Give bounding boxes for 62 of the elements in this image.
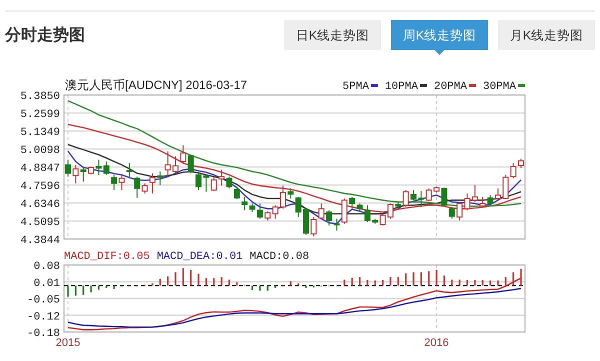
y-tick-label: 5.3850 bbox=[20, 91, 60, 103]
candlestick bbox=[210, 176, 217, 192]
y-tick-label: 4.5095 bbox=[20, 216, 60, 229]
y-tick-label: 0.01 bbox=[34, 278, 60, 290]
y-tick-label: 5.1349 bbox=[20, 126, 60, 139]
y-tick-label: 4.8847 bbox=[20, 163, 60, 175]
candlestick bbox=[326, 210, 332, 226]
candlestick bbox=[310, 216, 317, 237]
x-tick-label: 2015 bbox=[56, 337, 80, 349]
y-tick-label: 0.08 bbox=[34, 261, 60, 273]
y-tick-label: 4.7596 bbox=[20, 181, 60, 194]
y-tick-label: -0.12 bbox=[26, 311, 60, 324]
y-tick-label: -0.18 bbox=[26, 328, 60, 340]
candlestick bbox=[142, 182, 148, 194]
candlestick bbox=[448, 206, 455, 220]
candlestick bbox=[242, 196, 248, 211]
candlestick bbox=[349, 196, 356, 210]
candlestick bbox=[103, 160, 110, 176]
candlestick bbox=[149, 172, 156, 194]
candlestick bbox=[256, 203, 263, 220]
legend: MACD_DIF:0.05 MACD_DEA:0.01 MACD:0.08 bbox=[64, 251, 310, 263]
chart-title: 澳元人民币[AUDCNY] 2016-03-17 bbox=[65, 78, 248, 92]
candlestick bbox=[264, 210, 271, 221]
legend-label: 20PMA bbox=[434, 81, 468, 93]
candlestick bbox=[134, 176, 140, 198]
line-series bbox=[67, 150, 522, 224]
candlestick bbox=[111, 174, 118, 191]
legend-label: 10PMA bbox=[384, 81, 418, 93]
line-series bbox=[67, 277, 522, 330]
candlestick bbox=[510, 162, 516, 179]
candlestick bbox=[518, 158, 524, 169]
y-tick-label: 5.0098 bbox=[20, 144, 60, 157]
candlestick bbox=[402, 190, 409, 208]
candlestick bbox=[96, 159, 102, 176]
candlestick bbox=[334, 218, 340, 232]
candlestick bbox=[72, 164, 79, 184]
candlestick bbox=[188, 154, 194, 174]
candlestick bbox=[118, 174, 125, 191]
tab: 月K线走势图 bbox=[498, 20, 595, 50]
candlestick bbox=[441, 187, 448, 206]
candlestick bbox=[226, 176, 232, 189]
text: 分时走势图 bbox=[4, 26, 85, 44]
candlestick bbox=[480, 196, 486, 208]
y-tick-label: -0.05 bbox=[26, 294, 60, 306]
y-tick-label: 4.6346 bbox=[20, 198, 60, 211]
candlestick bbox=[234, 186, 240, 200]
candlestick bbox=[126, 162, 132, 179]
line-series bbox=[67, 288, 522, 328]
candlestick bbox=[318, 203, 324, 220]
candlestick bbox=[218, 169, 225, 186]
y-tick-label: 4.3844 bbox=[20, 235, 60, 247]
legend-label: 30PMA bbox=[482, 81, 516, 93]
candlestick bbox=[288, 188, 294, 199]
y-tick-label: 5.2599 bbox=[20, 109, 60, 122]
candlestick bbox=[180, 144, 186, 164]
legend-label: 5PMA bbox=[342, 81, 370, 93]
tab: 日K线走势图 bbox=[284, 20, 381, 50]
candlestick bbox=[65, 159, 71, 178]
candlestick bbox=[80, 166, 86, 182]
candlestick bbox=[157, 171, 164, 186]
x-tick-label: 2016 bbox=[424, 337, 449, 349]
candlestick bbox=[487, 194, 494, 206]
